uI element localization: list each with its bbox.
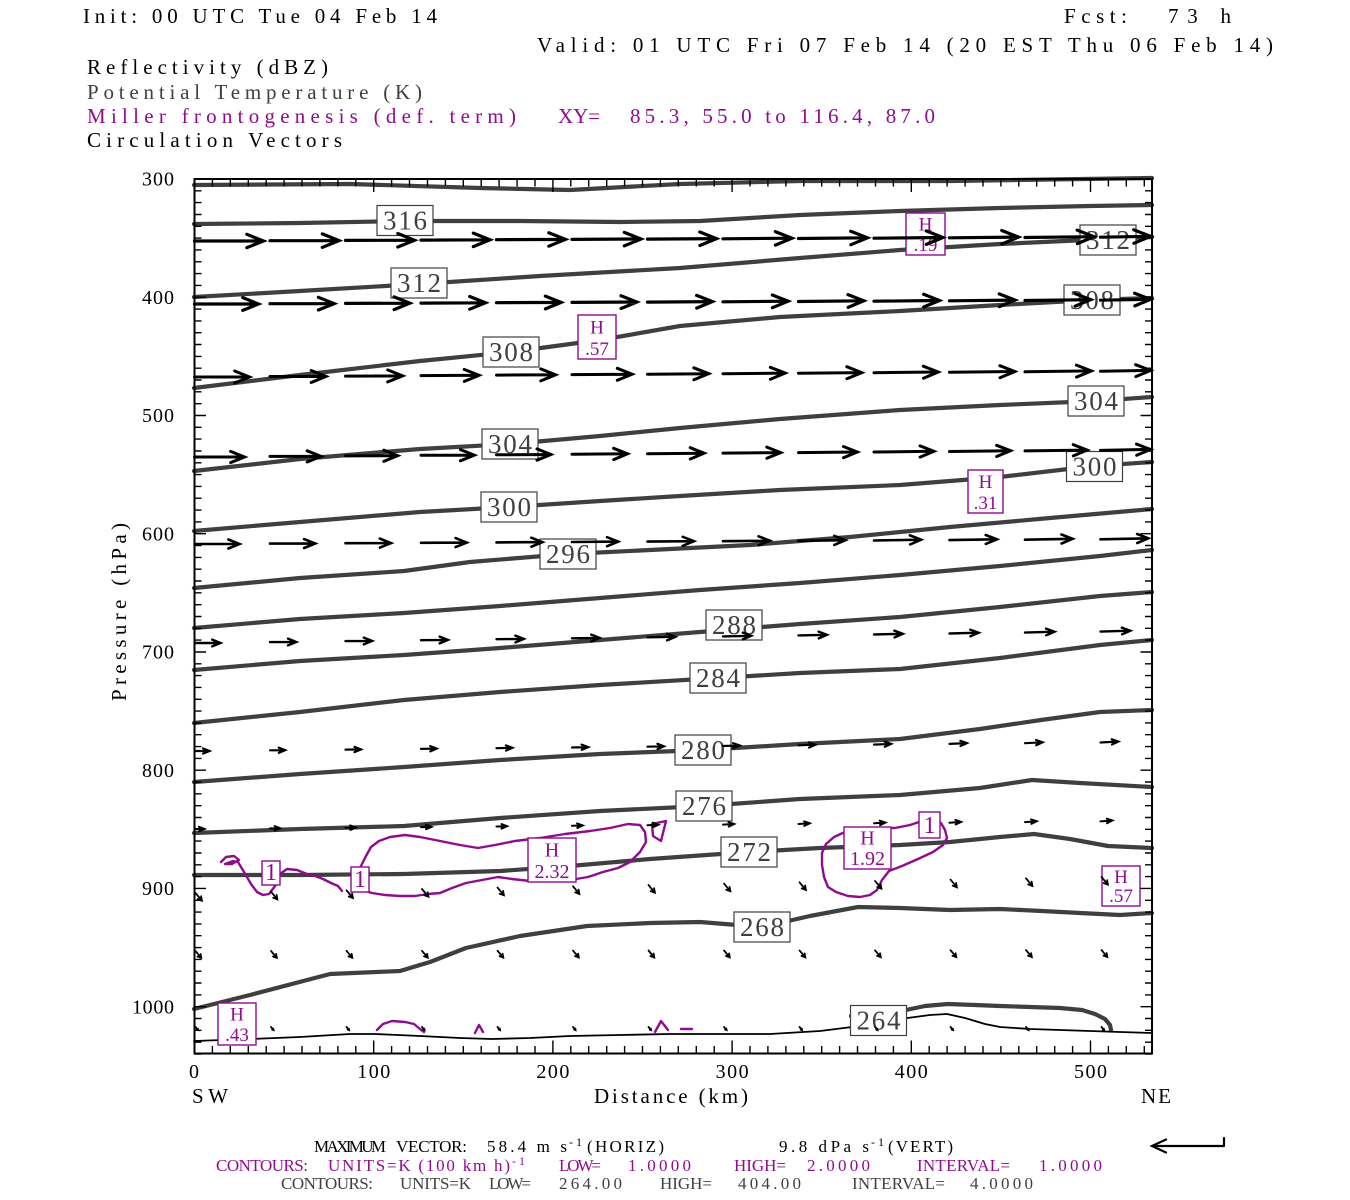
- svg-text:LOW=: LOW=: [559, 1156, 601, 1175]
- svg-text:200: 200: [536, 1061, 569, 1083]
- svg-text:9.8 dPa s: 9.8 dPa s: [779, 1137, 869, 1156]
- svg-text:(HORIZ): (HORIZ): [587, 1137, 664, 1156]
- svg-text:.57: .57: [1109, 886, 1133, 907]
- svg-text:308: 308: [489, 337, 533, 367]
- svg-text:1.0000: 1.0000: [1039, 1156, 1102, 1175]
- svg-text:312: 312: [397, 268, 441, 298]
- svg-text:MAXIMUM: MAXIMUM: [314, 1137, 386, 1156]
- svg-text:264: 264: [857, 1006, 902, 1036]
- svg-text:272: 272: [727, 837, 771, 867]
- svg-text:Init: 00 UTC Tue 04 Feb 14: Init: 00 UTC Tue 04 Feb 14: [83, 4, 438, 28]
- svg-text:Potential Temperature (K): Potential Temperature (K): [87, 80, 422, 104]
- svg-text:400: 400: [895, 1061, 928, 1083]
- svg-text:Valid: 01 UTC Fri 07 Feb 14 (2: Valid: 01 UTC Fri 07 Feb 14 (20 EST Thu …: [537, 33, 1273, 57]
- svg-text:276: 276: [682, 791, 726, 821]
- svg-text:H: H: [860, 828, 874, 850]
- svg-text:HIGH=: HIGH=: [734, 1156, 786, 1175]
- svg-text:800: 800: [142, 760, 174, 782]
- svg-text:CONTOURS:: CONTOURS:: [281, 1174, 373, 1193]
- svg-text:Pressure (hPa): Pressure (hPa): [107, 523, 131, 701]
- svg-text:316: 316: [383, 206, 427, 236]
- svg-text:LOW=: LOW=: [489, 1174, 531, 1193]
- svg-text:73 h: 73 h: [1168, 4, 1232, 28]
- svg-text:100: 100: [357, 1061, 390, 1083]
- svg-text:1000: 1000: [132, 996, 174, 1018]
- svg-text:-1: -1: [871, 1135, 884, 1149]
- svg-text:300: 300: [1073, 452, 1117, 482]
- svg-text:500: 500: [142, 405, 174, 427]
- svg-text:Miller frontogenesis (def. ter: Miller frontogenesis (def. term): [87, 104, 516, 128]
- svg-text:900: 900: [142, 878, 174, 900]
- svg-text:Circulation Vectors: Circulation Vectors: [87, 128, 342, 152]
- svg-text:300: 300: [487, 492, 531, 522]
- svg-text:Reflectivity (dBZ): Reflectivity (dBZ): [87, 55, 328, 79]
- svg-text:H: H: [1114, 867, 1128, 888]
- svg-text:H: H: [590, 318, 604, 339]
- svg-text:H: H: [545, 840, 559, 862]
- svg-text:.57: .57: [585, 339, 609, 360]
- svg-text:4.0000: 4.0000: [970, 1174, 1033, 1193]
- svg-text:300: 300: [142, 169, 174, 191]
- svg-text:600: 600: [142, 523, 174, 545]
- svg-text:700: 700: [142, 642, 174, 664]
- svg-text:1.0000: 1.0000: [628, 1156, 691, 1175]
- svg-text:400: 400: [142, 287, 174, 309]
- svg-text:H: H: [979, 472, 993, 493]
- svg-text:1: 1: [265, 860, 277, 886]
- svg-text:UNITS=K: UNITS=K: [400, 1174, 472, 1193]
- svg-text:SW: SW: [192, 1084, 228, 1108]
- svg-text:280: 280: [681, 735, 725, 765]
- svg-text:1.92: 1.92: [850, 848, 885, 870]
- svg-text:.43: .43: [225, 1025, 249, 1046]
- svg-text:304: 304: [1074, 386, 1119, 416]
- svg-text:XY=: XY=: [558, 104, 600, 128]
- svg-text:CONTOURS:: CONTOURS:: [216, 1156, 308, 1175]
- svg-text:(VERT): (VERT): [888, 1137, 953, 1156]
- svg-text:Distance (km): Distance (km): [594, 1084, 748, 1108]
- svg-text:58.4 m s: 58.4 m s: [487, 1137, 567, 1156]
- svg-text:1: 1: [354, 867, 366, 893]
- svg-text:VECTOR:: VECTOR:: [396, 1137, 467, 1156]
- svg-text:404.00: 404.00: [738, 1174, 801, 1193]
- svg-text:UNITS=K (100 km h): UNITS=K (100 km h): [328, 1156, 510, 1175]
- svg-text:NE: NE: [1141, 1084, 1171, 1108]
- svg-text:Fcst:: Fcst:: [1064, 4, 1127, 28]
- svg-text:500: 500: [1074, 1061, 1107, 1083]
- svg-text:HIGH=: HIGH=: [660, 1174, 712, 1193]
- svg-text:INTERVAL=: INTERVAL=: [852, 1174, 945, 1193]
- svg-text:-1: -1: [512, 1154, 525, 1168]
- svg-text:1: 1: [924, 813, 936, 839]
- svg-text:2.0000: 2.0000: [807, 1156, 870, 1175]
- svg-text:296: 296: [546, 539, 590, 569]
- svg-text:284: 284: [696, 663, 741, 693]
- svg-text:312: 312: [1086, 225, 1130, 255]
- svg-text:300: 300: [716, 1061, 749, 1083]
- svg-text:85.3, 55.0 to 116.4, 87.0: 85.3, 55.0 to 116.4, 87.0: [630, 104, 935, 128]
- svg-text:2.32: 2.32: [535, 861, 570, 883]
- svg-text:264.00: 264.00: [559, 1174, 622, 1193]
- svg-text:0: 0: [189, 1061, 199, 1083]
- svg-text:268: 268: [740, 912, 784, 942]
- svg-text:-1: -1: [569, 1135, 582, 1149]
- svg-text:INTERVAL=: INTERVAL=: [917, 1156, 1010, 1175]
- svg-text:.31: .31: [974, 493, 998, 514]
- svg-text:H: H: [230, 1005, 244, 1026]
